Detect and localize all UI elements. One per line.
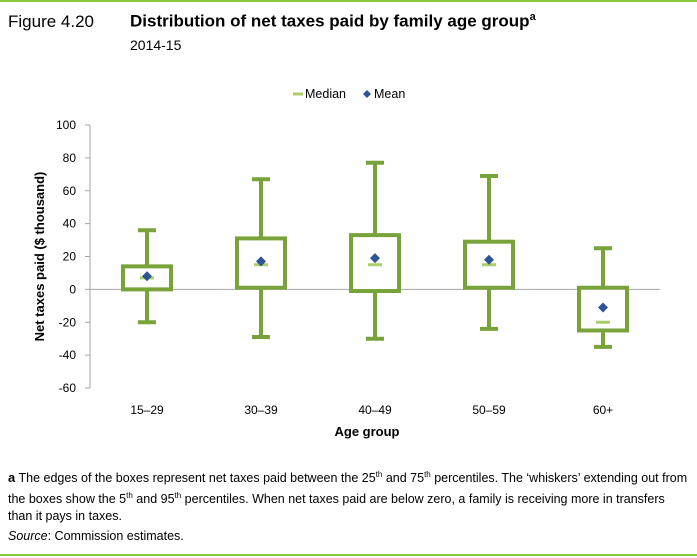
figure-title-text: Distribution of net taxes paid by family… [130, 11, 530, 31]
figure-label: Figure 4.20 [8, 12, 94, 31]
mean-marker [142, 271, 152, 282]
mean-marker [370, 253, 380, 264]
y-tick-label: 40 [63, 217, 77, 231]
mean-marker [598, 302, 608, 313]
x-tick-label: 60+ [593, 403, 613, 417]
figure-subtitle: 2014-15 [130, 37, 182, 53]
y-tick-label: 60 [63, 184, 77, 198]
footnote-sup-3: th [126, 491, 133, 501]
footnote-text-4: and 95 [132, 492, 175, 507]
footnote-marker: a [8, 470, 16, 486]
y-axis-title: Net taxes paid ($ thousand) [32, 172, 47, 342]
x-tick-label: 40–49 [358, 403, 392, 417]
footnote-sup-2: th [424, 470, 431, 479]
legend-mean-swatch [363, 90, 371, 98]
x-tick-label: 30–39 [244, 403, 278, 417]
legend-mean-label: Mean [374, 87, 405, 101]
footnote-text-5: percentiles. When net taxes paid are bel… [8, 492, 665, 524]
y-tick-label: 100 [56, 118, 76, 132]
x-tick-label: 15–29 [130, 403, 164, 417]
footnote-text-2: and 75 [382, 471, 425, 486]
y-tick-label: 80 [63, 151, 77, 165]
top-rule [0, 0, 697, 2]
source-text: : Commission estimates. [47, 529, 184, 543]
mean-marker [256, 256, 266, 267]
figure-title-note-marker: a [529, 11, 536, 23]
legend-median-label: Median [305, 87, 346, 101]
footnote-sup-1: th [375, 470, 383, 479]
y-tick-label: -40 [59, 348, 77, 362]
box-plot-chart: 100 80 60 40 20 0 -20 -40 -60 15–29 30–39 40–49 50–5… [32, 87, 660, 439]
footnote-text-1: The edges of the boxes represent net tax… [15, 471, 376, 486]
footnote: a The edges of the boxes represent net t… [8, 466, 688, 525]
bottom-rule [0, 554, 697, 556]
x-axis-title: Age group [335, 424, 400, 439]
x-tick-label: 50–59 [472, 403, 506, 417]
y-tick-label: 20 [63, 250, 77, 264]
source-label: Source [8, 529, 48, 543]
y-tick-label: 0 [69, 282, 76, 296]
mean-marker [484, 254, 494, 265]
footnote-sup-4: th [174, 491, 182, 501]
footnote-text-3: percentiles. The ‘whiskers’ extending ou… [8, 471, 688, 507]
source-line: Source: Commission estimates. [8, 529, 184, 543]
y-tick-label: -20 [59, 315, 77, 329]
y-tick-label: -60 [59, 381, 77, 395]
figure-title: Distribution of net taxes paid by family… [130, 11, 536, 32]
